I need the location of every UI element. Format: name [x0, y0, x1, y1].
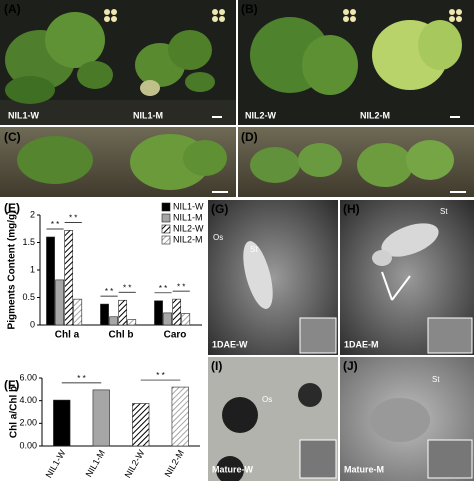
bar: [163, 312, 172, 326]
x-tick-label: NIL1-M: [84, 448, 107, 479]
significance: * *: [51, 220, 59, 229]
tem-label: St: [250, 245, 258, 254]
legend-swatch: [161, 235, 171, 245]
y-tick-label: 4.00: [19, 395, 37, 405]
bar: [132, 403, 150, 447]
significance: * *: [123, 283, 131, 292]
tem-i: [208, 357, 338, 481]
y-tick-label: 1: [30, 264, 35, 274]
photo-c: [0, 127, 236, 197]
bar: [181, 313, 191, 326]
panel-label: (D): [241, 130, 258, 144]
plant-label: NIL1-W: [8, 110, 40, 120]
tem-label: 1DAE-W: [212, 339, 248, 349]
panel-label: (J): [343, 359, 358, 373]
tem-g: [208, 200, 338, 355]
legend-label: NIL2-M: [173, 234, 203, 244]
legend-label: NIL1-M: [173, 212, 203, 222]
significance: * *: [156, 371, 164, 380]
bar: [64, 230, 74, 326]
y-tick-label: 0: [30, 319, 35, 329]
bar: [73, 298, 83, 326]
bar: [100, 303, 109, 326]
significance: * *: [77, 374, 85, 383]
x-tick-label: NIL1-W: [44, 448, 68, 480]
plant-label: NIL2-W: [245, 110, 277, 120]
bar: [92, 389, 110, 447]
y-tick-label: 2.00: [19, 418, 37, 428]
y-tick-label: 2: [30, 209, 35, 219]
tem-label: Os: [262, 395, 272, 404]
y-axis-label: Pigments Content (mg/g): [7, 211, 18, 330]
panel-label: (I): [211, 359, 222, 373]
significance: * *: [159, 284, 167, 293]
significance: * *: [177, 282, 185, 291]
legend-swatch: [161, 202, 171, 212]
tem-label: St: [432, 375, 440, 384]
significance: * *: [105, 287, 113, 296]
bar: [109, 316, 118, 326]
panel-label: (A): [4, 2, 21, 16]
photo-b: [238, 0, 474, 125]
y-tick-label: 0.00: [19, 440, 37, 450]
x-tick-label: NIL2-M: [163, 448, 186, 479]
panel-label: (G): [211, 202, 228, 216]
photo-d: [238, 127, 474, 197]
y-tick-label: 0.5: [22, 292, 35, 302]
panel-label: (F): [4, 378, 19, 392]
significance: * *: [69, 214, 77, 223]
tem-label: Mature-M: [344, 464, 384, 474]
panel-label: (H): [343, 202, 360, 216]
x-tick-label: Caro: [164, 330, 187, 341]
plant-label: NIL2-M: [360, 110, 390, 120]
bar: [172, 298, 182, 326]
tem-h: [340, 200, 474, 355]
panel-label: (E): [4, 201, 20, 215]
photo-a: [0, 0, 236, 125]
legend-swatch: [161, 224, 171, 234]
bar: [55, 279, 64, 326]
legend-swatch: [161, 213, 171, 223]
bar: [46, 236, 55, 326]
y-tick-label: 6.00: [19, 372, 37, 382]
panel-label: (C): [4, 130, 21, 144]
tem-label: Mature-W: [212, 464, 254, 474]
tem-label: 1DAE-M: [344, 339, 379, 349]
legend-label: NIL2-W: [173, 223, 204, 233]
legend-label: NIL1-W: [173, 201, 204, 211]
x-tick-label: Chl b: [109, 330, 134, 341]
y-tick-label: 1.5: [22, 237, 35, 247]
x-tick-label: NIL2-W: [123, 448, 147, 480]
x-tick-label: Chl a: [55, 330, 80, 341]
bar: [127, 319, 137, 326]
y-axis-label: Chl a/Chl b: [9, 386, 20, 438]
panel-label: (B): [241, 2, 258, 16]
bar: [53, 399, 71, 447]
bar: [118, 299, 128, 326]
bar: [171, 386, 189, 447]
tem-label: St: [440, 207, 448, 216]
tem-label: Os: [213, 233, 223, 242]
bar: [154, 300, 163, 326]
tem-j: [340, 357, 474, 481]
plant-label: NIL1-M: [133, 110, 163, 120]
